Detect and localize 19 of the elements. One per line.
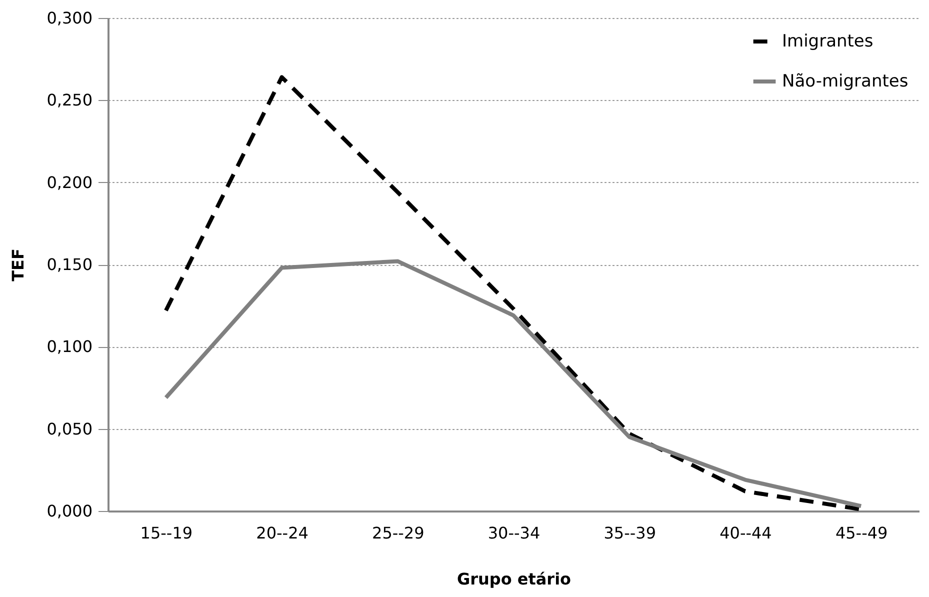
y-tick-label: 0,150 (46, 255, 92, 274)
x-tick-label: 40--44 (720, 524, 772, 542)
y-axis-title: TEF (8, 248, 28, 282)
y-tick-label: 0,200 (46, 172, 92, 192)
y-tick-label: 0,050 (46, 419, 92, 438)
x-tick-label: 30--34 (488, 524, 540, 542)
legend-label: Não-migrantes (782, 72, 908, 92)
y-tick-label: 0,300 (46, 8, 92, 28)
y-tick-label: 0,000 (46, 502, 92, 520)
x-tick-label: 35--39 (604, 524, 656, 542)
x-tick-label: 25--29 (372, 524, 424, 542)
x-tick-label: 15--19 (140, 524, 193, 542)
legend-label: Imigrantes (782, 32, 874, 52)
x-tick-label: 45--49 (835, 524, 888, 542)
x-axis-title: Grupo etário (456, 570, 572, 588)
x-tick-label: 20--24 (256, 524, 308, 542)
y-tick-label: 0,100 (46, 337, 92, 356)
y-tick-label: 0,250 (46, 90, 92, 110)
line-series (164, 259, 864, 508)
